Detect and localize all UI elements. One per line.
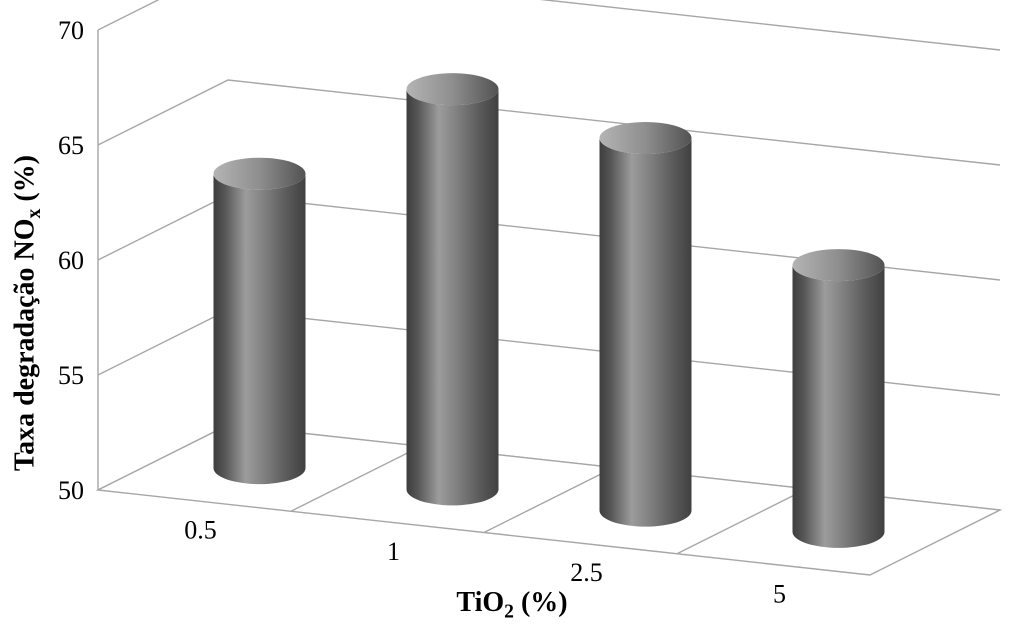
y-axis-label: Taxa degradação NOx (%): [9, 155, 41, 471]
nox-degradation-chart: Taxa degradação NOx (%) TiO2 (%) 50 55 60 6…: [0, 0, 1024, 625]
chart-canvas: 50 55 60 65 70 0.5 1 2.5 5: [0, 0, 1024, 625]
bar-cylinder: [600, 122, 692, 527]
bar-cylinder: [407, 73, 499, 505]
y-tick-label: 70: [58, 16, 84, 45]
x-axis-label: TiO2 (%): [456, 587, 567, 619]
y-tick-label: 50: [58, 476, 84, 505]
bar-cylinder: [793, 249, 885, 548]
y-tick-label: 65: [58, 131, 84, 160]
bar-cylinder: [214, 158, 306, 484]
y-tick-label: 60: [58, 246, 84, 275]
x-tick-label: 5: [773, 579, 786, 608]
x-tick-label: 2.5: [570, 558, 603, 587]
x-tick-label: 0.5: [184, 516, 217, 545]
x-tick-label: 1: [387, 537, 400, 566]
y-tick-label: 55: [58, 361, 84, 390]
